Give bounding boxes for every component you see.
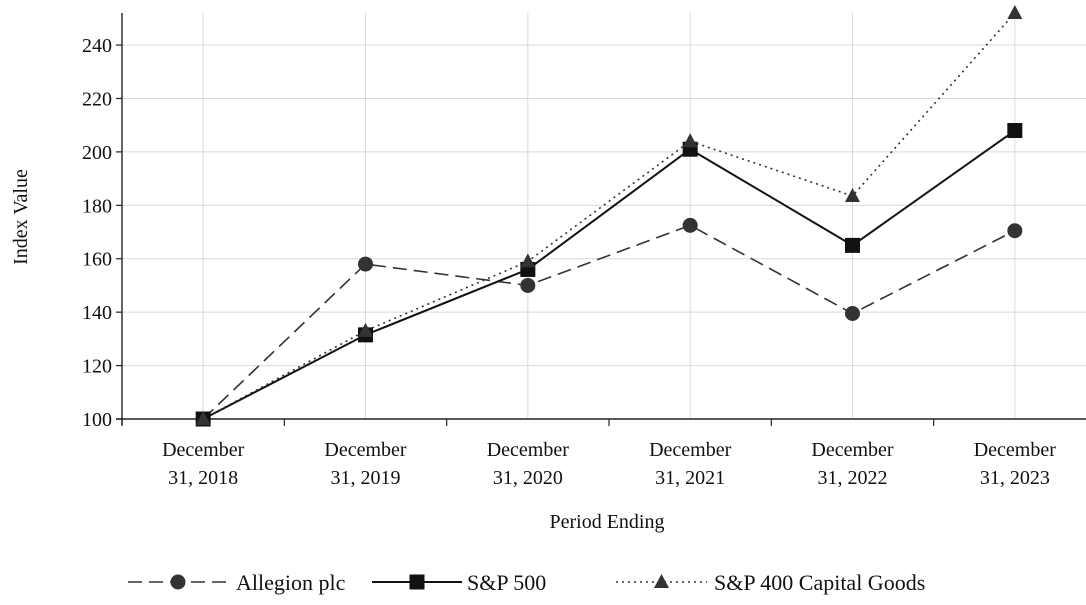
x-tick-label: December 31, 2020 <box>487 439 570 489</box>
y-tick-label: 100 <box>82 409 112 431</box>
legend-item-3: S&P 400 Capital Goods <box>616 570 925 595</box>
x-axis-tick-labels: December 31, 2018 December 31, 2019 December… <box>162 439 1056 489</box>
legend-label: S&P 400 Capital Goods <box>714 570 925 595</box>
x-tick-label: December 31, 2023 <box>974 439 1057 489</box>
legend-marker-swatch <box>170 574 186 590</box>
legend-item-1: Allegion plc <box>128 570 346 595</box>
data-point-series-1 <box>358 256 373 272</box>
y-tick-label: 180 <box>82 195 112 217</box>
x-tick-label: December 31, 2022 <box>811 439 894 489</box>
data-point-series-1 <box>845 305 860 321</box>
axes <box>116 13 1086 426</box>
data-point-series-1 <box>682 217 698 233</box>
y-tick-label: 220 <box>82 88 112 110</box>
y-axis-tick-labels: 100 120 140 160 180 200 220 240 <box>82 35 112 431</box>
legend: Allegion plc S&P 500 S&P 400 Capital Goods <box>128 570 925 595</box>
legend-item-2: S&P 500 <box>372 570 546 595</box>
data-point-series-3 <box>845 187 860 202</box>
y-tick-label: 160 <box>82 249 112 271</box>
data-point-series-3 <box>1007 5 1023 19</box>
y-tick-label: 240 <box>82 35 112 57</box>
y-tick-label: 200 <box>82 142 112 164</box>
data-point-series-1 <box>1007 223 1023 239</box>
legend-label: S&P 500 <box>467 570 546 595</box>
gridlines <box>122 13 1086 419</box>
data-point-series-1 <box>520 277 536 293</box>
series-line-3 <box>202 12 1016 420</box>
data-point-series-3 <box>195 411 211 425</box>
data-point-series-3 <box>358 322 373 337</box>
y-tick-label: 140 <box>82 302 112 324</box>
data-point-series-2 <box>1007 123 1023 139</box>
series-line-1 <box>202 224 1016 420</box>
y-axis-title: Index Value <box>10 169 32 265</box>
data-point-series-3 <box>520 253 536 268</box>
x-tick-label: December 31, 2018 <box>162 439 245 489</box>
series-line-2 <box>202 129 1016 420</box>
data-point-series-3 <box>682 133 698 148</box>
legend-marker-swatch <box>409 574 425 590</box>
x-tick-label: December 31, 2021 <box>649 439 732 489</box>
y-tick-label: 120 <box>82 356 112 378</box>
data-point-series-2 <box>845 237 860 253</box>
x-axis-title: Period Ending <box>550 511 665 533</box>
x-tick-label: December 31, 2019 <box>324 439 407 489</box>
series-lines <box>202 12 1016 420</box>
legend-marker-swatch <box>654 574 669 588</box>
series-markers <box>195 5 1023 427</box>
legend-label: Allegion plc <box>236 570 346 595</box>
